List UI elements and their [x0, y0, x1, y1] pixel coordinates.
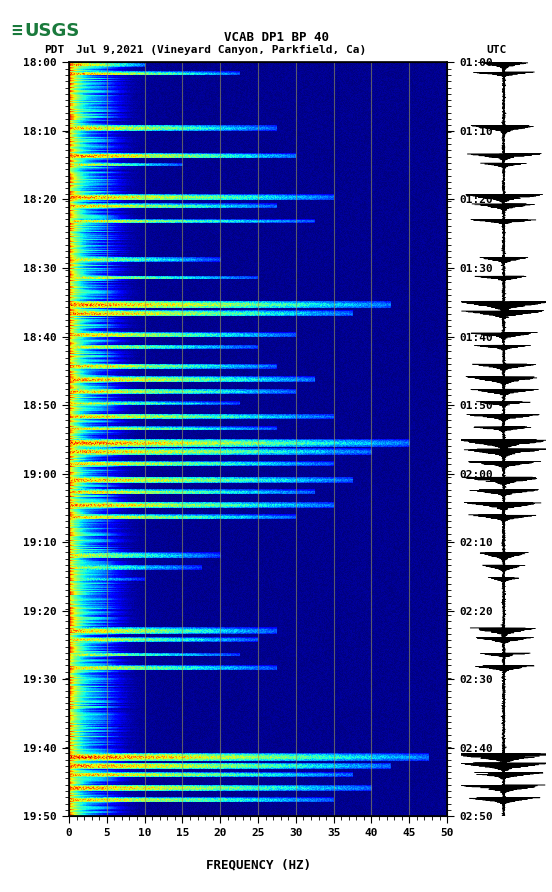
Text: FREQUENCY (HZ): FREQUENCY (HZ): [205, 859, 311, 871]
Text: PDT: PDT: [44, 45, 65, 54]
Text: UTC: UTC: [487, 45, 507, 54]
Text: Jul 9,2021 (Vineyard Canyon, Parkfield, Ca): Jul 9,2021 (Vineyard Canyon, Parkfield, …: [76, 45, 366, 54]
Text: USGS: USGS: [25, 22, 80, 40]
Text: VCAB DP1 BP 40: VCAB DP1 BP 40: [224, 31, 328, 45]
Text: ≡: ≡: [11, 22, 22, 40]
